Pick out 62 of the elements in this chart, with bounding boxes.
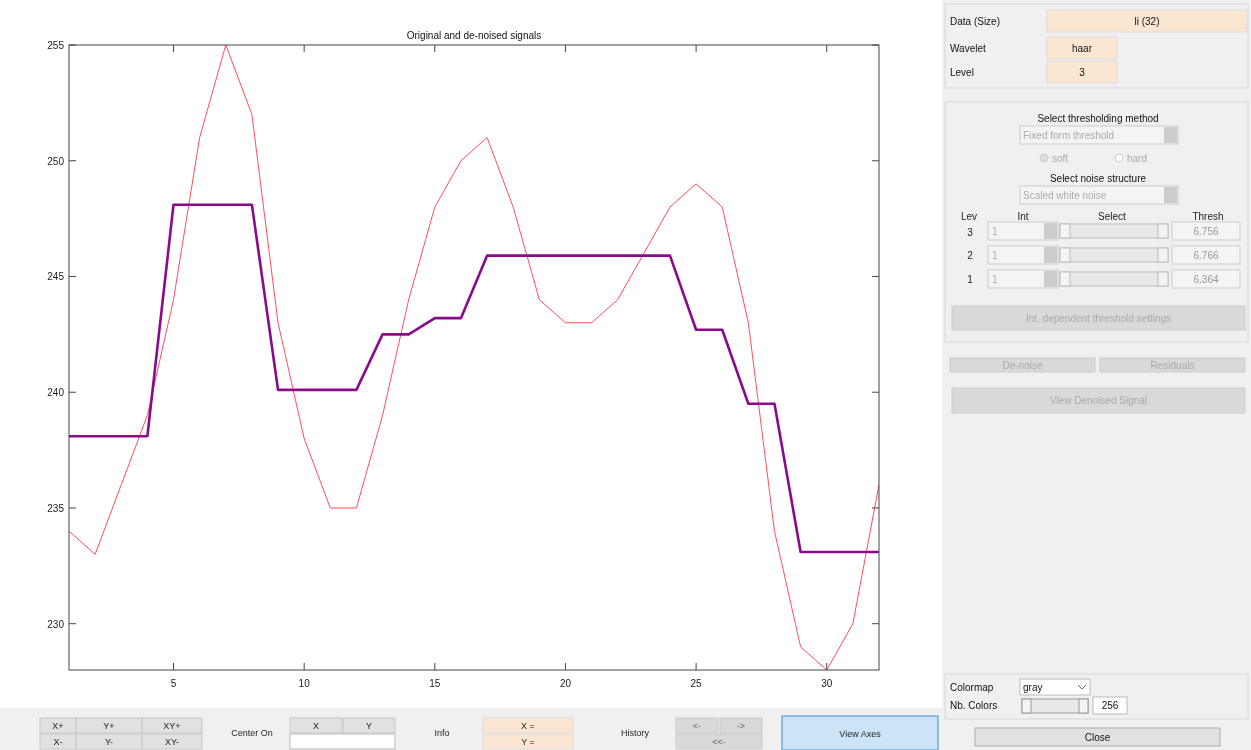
text: <<- [712, 737, 726, 747]
text: Y+ [103, 721, 115, 731]
x-tick-label: 15 [429, 678, 441, 689]
text: Select noise structure [1049, 172, 1147, 184]
text: Select thresholding method [1037, 112, 1159, 124]
x-tick-label: 30 [821, 678, 833, 689]
x-tick-label: 20 [559, 678, 572, 689]
y-tick-label: 235 [47, 502, 65, 514]
text: Y = [521, 737, 535, 747]
text: Level [950, 66, 974, 78]
y-tick-label: 230 [47, 618, 65, 630]
text: View Axes [839, 728, 882, 739]
text: Y [365, 721, 373, 731]
text: Nb. Colors [950, 699, 998, 711]
text: Int [1017, 210, 1029, 222]
text: X- [53, 737, 63, 747]
text: Y- [104, 737, 114, 747]
text: Fixed form threshold [1023, 129, 1115, 141]
text: 2 [967, 249, 974, 261]
line-series [69, 45, 879, 670]
x-tick-label: 10 [298, 678, 311, 689]
text: 6.766 [1193, 249, 1219, 261]
text: History [620, 727, 650, 738]
text: X = [521, 721, 535, 731]
y-tick-label: 255 [47, 40, 65, 51]
text: XY- [164, 737, 180, 747]
y-tick-label: 245 [47, 271, 65, 283]
text: Colormap [950, 681, 994, 693]
text: -> [736, 721, 746, 731]
text: 3 [1079, 66, 1086, 78]
text: 6.364 [1193, 273, 1219, 285]
text: X [312, 721, 320, 731]
text: gray [1023, 681, 1043, 693]
text: 1 [967, 273, 974, 285]
text: Thresh [1192, 210, 1224, 222]
text: soft [1052, 152, 1069, 164]
text: Info [434, 727, 450, 738]
text: Select [1098, 210, 1127, 222]
text: 1 [992, 273, 998, 285]
text: Center On [231, 727, 273, 738]
text: XY+ [163, 721, 181, 731]
text: Lev [960, 210, 978, 222]
line-series [69, 203, 879, 554]
text: Scaled white noise [1023, 189, 1107, 201]
text: Data (Size) [950, 15, 1001, 27]
text: Wavelet [950, 42, 986, 54]
text: hard [1127, 152, 1148, 164]
text: 1 [992, 249, 998, 261]
text: X+ [52, 721, 64, 731]
x-tick-label: 25 [690, 678, 703, 689]
y-tick-label: 240 [47, 387, 65, 399]
text: 6.756 [1193, 225, 1219, 237]
y-tick-label: 250 [47, 155, 65, 167]
chart-title: Original and de-noised signals [406, 30, 542, 41]
text: haar [1071, 42, 1093, 54]
text: 256 [1101, 700, 1119, 711]
text: 1 [992, 225, 998, 237]
text: li (32) [1134, 15, 1160, 27]
text: 3 [967, 226, 974, 238]
x-tick-label: 5 [170, 678, 177, 689]
text: <- [692, 721, 702, 731]
text: Close [1084, 731, 1111, 743]
